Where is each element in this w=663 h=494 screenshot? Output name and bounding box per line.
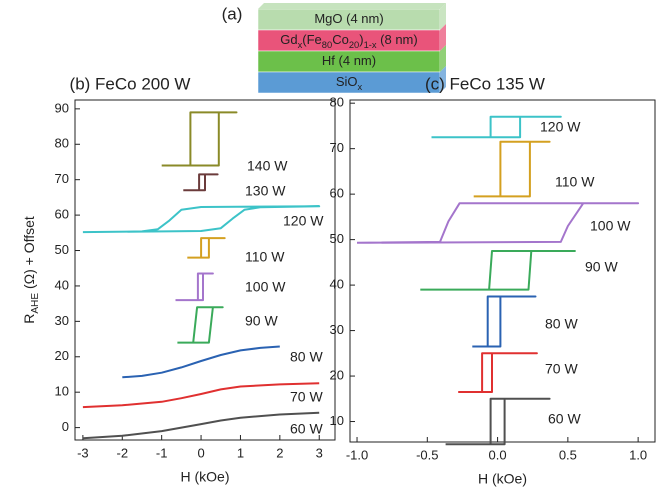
layer-side	[440, 45, 446, 72]
panel-label: (a)	[222, 4, 243, 23]
series-label: 90 W	[585, 259, 618, 275]
series-label: 120 W	[540, 119, 581, 135]
series-label: 60 W	[548, 411, 581, 427]
text-segment: 20	[349, 40, 359, 50]
loop-curve	[82, 411, 320, 440]
text-segment: (Ω) + Offset	[21, 216, 37, 293]
y-axis-label: RAHE (Ω) + Offset	[21, 216, 41, 324]
x-tick-label: 3	[316, 445, 323, 460]
text-segment: (Fe	[302, 32, 322, 47]
x-tick-label: 2	[276, 445, 283, 460]
y-tick-label: 60	[55, 207, 69, 222]
series-label: 110 W	[555, 174, 595, 190]
loop-curve	[82, 205, 321, 234]
layer-label: SiOx	[336, 74, 363, 92]
y-tick-label: 20	[55, 348, 69, 363]
x-tick-label: 0.0	[489, 447, 507, 462]
loop-curve	[420, 250, 576, 291]
y-tick-label: 60	[330, 186, 344, 201]
y-tick-label: 50	[55, 242, 69, 257]
layer-side	[440, 24, 446, 51]
text-segment: MgO (4 nm)	[314, 11, 383, 26]
text-segment: 80	[322, 40, 332, 50]
series-label: 80 W	[290, 349, 323, 365]
series-label: 120 W	[283, 213, 324, 229]
plot-frame	[74, 99, 336, 441]
layer-label: Gdx(Fe80Co20)1-x (8 nm)	[280, 32, 417, 50]
layer-side	[440, 66, 446, 93]
series-label: 130 W	[245, 183, 286, 199]
text-segment: Hf (4 nm)	[322, 53, 376, 68]
text-segment: 1-x	[364, 40, 377, 50]
loop-curve	[356, 202, 640, 244]
text-segment: AHE	[30, 293, 41, 314]
series-label: 90 W	[245, 313, 278, 329]
series-label: 60 W	[290, 421, 323, 437]
x-axis-label: H (kOe)	[478, 471, 527, 487]
series-label: 140 W	[247, 158, 288, 174]
y-tick-label: 90	[55, 100, 69, 115]
panel-title: (c) FeCo 135 W	[425, 74, 545, 93]
y-tick-label: 70	[55, 171, 69, 186]
loop-curve	[122, 345, 280, 379]
x-tick-label: -0.5	[416, 447, 438, 462]
x-tick-label: -1	[156, 445, 168, 460]
x-tick-label: 1	[237, 445, 244, 460]
series-label: 70 W	[290, 389, 323, 405]
x-axis-label: H (kOe)	[181, 469, 230, 485]
y-tick-label: 50	[330, 231, 344, 246]
loop-curve	[187, 237, 226, 259]
loop-curve	[183, 173, 219, 192]
y-tick-label: 10	[55, 384, 69, 399]
loop-curve	[175, 272, 214, 302]
panel-title: (b) FeCo 200 W	[70, 74, 191, 93]
text-segment: SiO	[336, 74, 358, 89]
text-segment: (8 nm)	[377, 32, 418, 47]
loop-curve	[472, 295, 537, 348]
text-segment: x	[358, 82, 363, 92]
text-segment: Gd	[280, 32, 297, 47]
y-tick-label: 30	[55, 313, 69, 328]
loop-curve	[177, 306, 224, 344]
series-label: 110 W	[245, 249, 285, 265]
loop-curve	[473, 140, 551, 198]
loop-curve	[431, 115, 562, 139]
loop-curve	[445, 397, 551, 446]
layer-side	[440, 3, 446, 30]
x-tick-label: 1.0	[629, 447, 647, 462]
text-segment: )	[359, 32, 363, 47]
loop-curve	[161, 111, 238, 167]
y-tick-label: 80	[330, 95, 344, 110]
y-tick-label: 40	[55, 277, 69, 292]
x-tick-label: -3	[77, 445, 89, 460]
x-tick-label: -2	[116, 445, 128, 460]
series-label: 80 W	[545, 316, 578, 332]
y-tick-label: 40	[330, 277, 344, 292]
y-tick-label: 30	[330, 322, 344, 337]
text-segment: x	[298, 40, 303, 50]
y-tick-label: 0	[62, 419, 69, 434]
y-tick-label: 80	[55, 136, 69, 151]
layer-top	[258, 3, 446, 9]
series-label: 70 W	[545, 361, 578, 377]
text-segment: R	[21, 314, 37, 324]
layer-label: MgO (4 nm)	[314, 11, 383, 26]
y-tick-label: 10	[330, 413, 344, 428]
series-label: 100 W	[590, 218, 631, 234]
x-tick-label: -1.0	[346, 447, 368, 462]
x-tick-label: 0.5	[559, 447, 577, 462]
loop-curve	[458, 352, 538, 393]
layer-label: Hf (4 nm)	[322, 53, 376, 68]
y-tick-label: 20	[330, 367, 344, 382]
loop-curve	[82, 382, 320, 409]
plot-frame	[349, 99, 656, 443]
x-tick-label: 0	[197, 445, 204, 460]
y-tick-label: 70	[330, 140, 344, 155]
text-segment: Co	[332, 32, 349, 47]
series-label: 100 W	[245, 279, 286, 295]
